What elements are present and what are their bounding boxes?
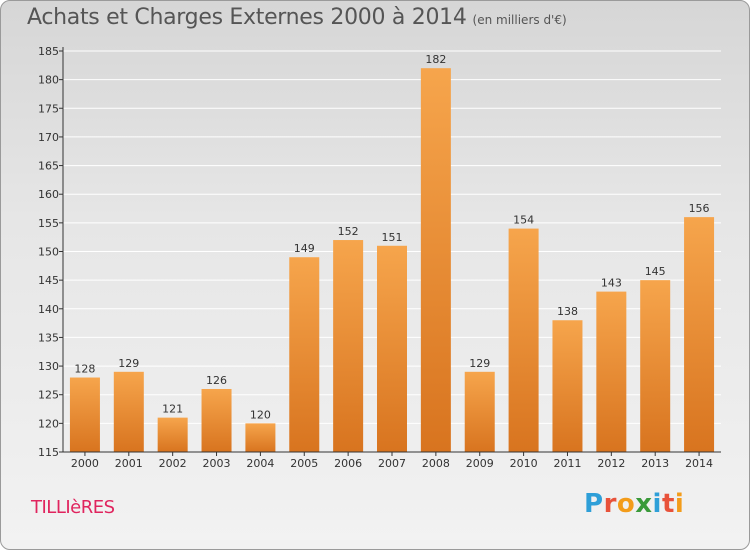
bar (377, 245, 407, 452)
x-tick-label: 2003 (203, 457, 231, 470)
x-tick-label: 2001 (115, 457, 143, 470)
data-label: 151 (382, 231, 403, 244)
bar (157, 417, 188, 452)
x-tick-label: 2009 (466, 457, 494, 470)
logo-letter: i (674, 489, 685, 519)
logo-letter: P (584, 489, 604, 519)
axes (59, 47, 721, 456)
x-tick-label: 2014 (685, 457, 713, 470)
y-tick-label: 135 (38, 331, 59, 344)
x-tick-label: 2012 (597, 457, 625, 470)
x-tick-label: 2007 (378, 457, 406, 470)
data-label: 129 (469, 357, 490, 370)
y-tick-label: 150 (38, 246, 59, 259)
logo-letter: i (652, 489, 662, 519)
y-tick-label: 170 (38, 131, 59, 144)
logo-letter: o (616, 489, 636, 519)
data-label: 128 (74, 363, 95, 376)
x-tick-label: 2013 (641, 457, 669, 470)
chart-subtitle: (en milliers d'€) (472, 13, 567, 27)
y-tick-label: 180 (38, 74, 59, 87)
x-tick-label: 2006 (334, 457, 362, 470)
logo-letter: t (661, 489, 675, 519)
data-label: 149 (294, 242, 315, 255)
y-tick-label: 160 (38, 188, 59, 201)
data-label: 143 (601, 277, 622, 290)
data-label: 126 (206, 374, 227, 387)
bar (596, 291, 627, 452)
data-label: 121 (162, 403, 183, 416)
logo-letter: x (635, 489, 653, 519)
data-label: 152 (338, 225, 359, 238)
x-tick-label: 2008 (422, 457, 450, 470)
data-label: 156 (689, 202, 710, 215)
y-tick-label: 125 (38, 389, 59, 402)
y-tick-label: 175 (38, 102, 59, 115)
proxiti-logo[interactable]: Proxiti (584, 489, 684, 519)
labels: 115 120 125 130 135 140 145 150 155 160 165 170 175 1… (38, 45, 713, 470)
x-tick-label: 2010 (510, 457, 538, 470)
bar (552, 320, 583, 452)
y-tick-label: 165 (38, 160, 59, 173)
y-tick-label: 185 (38, 45, 59, 58)
x-tick-label: 2002 (159, 457, 187, 470)
x-tick-label: 2011 (553, 457, 581, 470)
x-tick-label: 2004 (246, 457, 274, 470)
logo-letter: r (603, 489, 617, 519)
bar (508, 228, 539, 452)
bar (420, 68, 451, 452)
bar (640, 280, 671, 452)
data-label: 154 (513, 214, 534, 227)
chart-title: Achats et Charges Externes 2000 à 2014 (e… (27, 5, 567, 30)
data-label: 182 (425, 53, 446, 66)
data-label: 129 (118, 357, 139, 370)
y-tick-label: 120 (38, 417, 59, 430)
commune-name: TILLIèRES (31, 497, 115, 518)
bars (69, 68, 715, 452)
bar (69, 377, 100, 452)
data-label: 120 (250, 408, 271, 421)
y-tick-label: 130 (38, 360, 59, 373)
y-tick-label: 145 (38, 274, 59, 287)
bar (245, 423, 276, 452)
bar (289, 257, 320, 452)
y-tick-label: 155 (38, 217, 59, 230)
bar (684, 217, 715, 452)
data-label: 145 (645, 265, 666, 278)
x-tick-label: 2005 (290, 457, 318, 470)
bar (333, 240, 364, 452)
x-tick-label: 2000 (71, 457, 99, 470)
y-tick-label: 115 (38, 446, 59, 459)
bar (464, 371, 495, 452)
bar (113, 371, 144, 452)
bar (201, 388, 232, 452)
y-tick-label: 140 (38, 303, 59, 316)
data-label: 138 (557, 305, 578, 318)
chart-title-text: Achats et Charges Externes 2000 à 2014 (27, 5, 467, 30)
